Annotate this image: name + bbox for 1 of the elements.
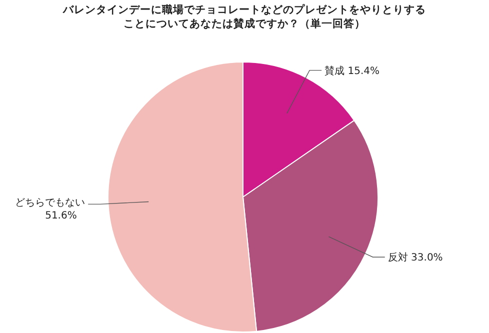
title: バレンタインデーに職場でチョコレートなどのプレゼントをやりとりすることについてあなたは賛成ですか？（単一回答） bbox=[62, 3, 427, 31]
